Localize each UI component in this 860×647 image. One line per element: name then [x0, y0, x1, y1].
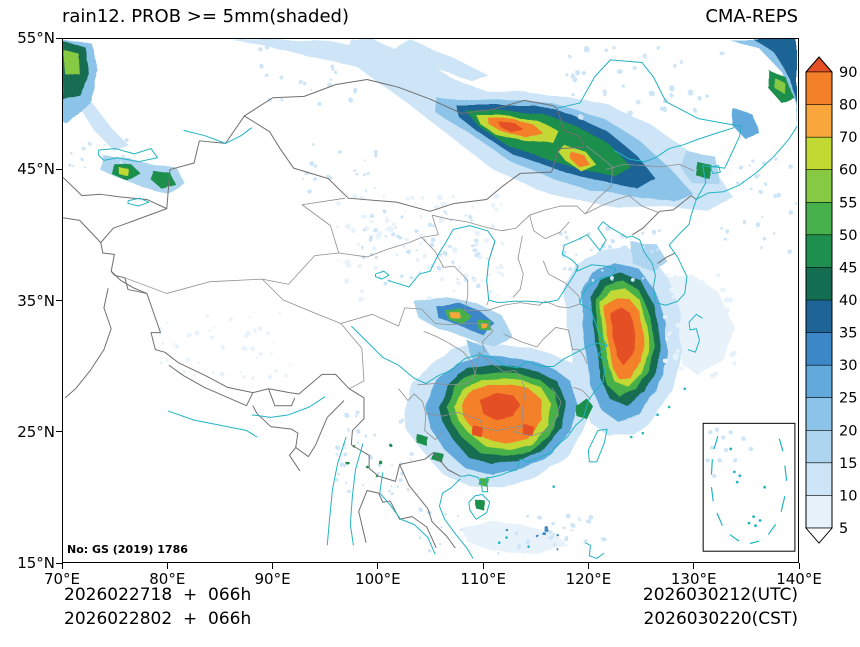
- x-tick-mark: [587, 563, 589, 569]
- y-tick-mark: [56, 562, 62, 564]
- valid-time-utc: 2026030212(UTC): [642, 585, 798, 605]
- init-time-line-2: 2026022802 + 066h: [64, 609, 252, 629]
- colorbar-label: 25: [839, 391, 857, 407]
- y-tick-mark: [56, 300, 62, 301]
- colorbar-label: 35: [839, 326, 857, 342]
- x-tick-label: 110°E: [460, 570, 506, 588]
- x-tick-mark: [61, 563, 63, 569]
- y-tick-mark: [56, 168, 62, 170]
- x-tick-label: 70°E: [43, 570, 81, 588]
- x-tick-label: 130°E: [670, 570, 717, 588]
- colorbar-label: 5: [839, 521, 848, 537]
- shaded-probability-layer: [63, 39, 797, 555]
- colorbar-label: 30: [839, 358, 857, 374]
- model-name: CMA-REPS: [705, 6, 798, 27]
- x-tick-mark: [798, 563, 800, 569]
- x-tick-mark: [166, 563, 168, 569]
- license-watermark: No: GS (2019) 1786: [67, 543, 188, 556]
- colorbar-label: 80: [839, 98, 857, 114]
- colorbar-label: 10: [839, 488, 857, 504]
- y-tick-mark: [56, 37, 62, 39]
- y-tick-mark: [56, 431, 62, 433]
- y-tick-label: 45°N: [17, 160, 55, 179]
- south-china-sea-inset: [702, 422, 796, 552]
- map-boundaries-layer: [63, 59, 797, 559]
- map-canvas: [63, 39, 797, 559]
- x-tick-label: 140°E: [776, 570, 822, 588]
- x-tick-mark: [377, 563, 379, 569]
- colorbar: 90 80 70 60 55 50 45 40 35 30 25 20 15 10 5: [805, 56, 857, 544]
- x-tick-mark: [482, 563, 484, 569]
- y-tick-label: 25°N: [17, 422, 55, 441]
- colorbar-label: 90: [839, 65, 857, 81]
- colorbar-label: 50: [839, 228, 857, 244]
- colorbar-label: 70: [839, 130, 857, 146]
- y-tick-label: 55°N: [17, 29, 55, 47]
- colorbar-label: 45: [839, 260, 857, 276]
- map-frame: No: GS (2019) 1786: [62, 38, 799, 563]
- x-tick-label: 90°E: [254, 570, 291, 588]
- colorbar-label: 60: [839, 163, 857, 179]
- x-tick-mark: [693, 563, 695, 569]
- x-tick-mark: [272, 563, 274, 569]
- colorbar-label: 15: [839, 456, 857, 472]
- x-tick-label: 80°E: [149, 570, 186, 588]
- y-tick-label: 15°N: [17, 554, 55, 572]
- init-time-line-1: 2026022718 + 066h: [64, 585, 252, 605]
- x-tick-label: 100°E: [355, 570, 401, 588]
- colorbar-label: 55: [839, 195, 857, 211]
- y-tick-label: 35°N: [17, 291, 55, 310]
- colorbar-label: 40: [839, 293, 857, 309]
- x-tick-label: 120°E: [565, 570, 612, 588]
- chart-title: rain12. PROB >= 5mm(shaded): [62, 6, 349, 27]
- colorbar-label: 20: [839, 423, 857, 439]
- valid-time-cst: 2026030220(CST): [643, 609, 798, 629]
